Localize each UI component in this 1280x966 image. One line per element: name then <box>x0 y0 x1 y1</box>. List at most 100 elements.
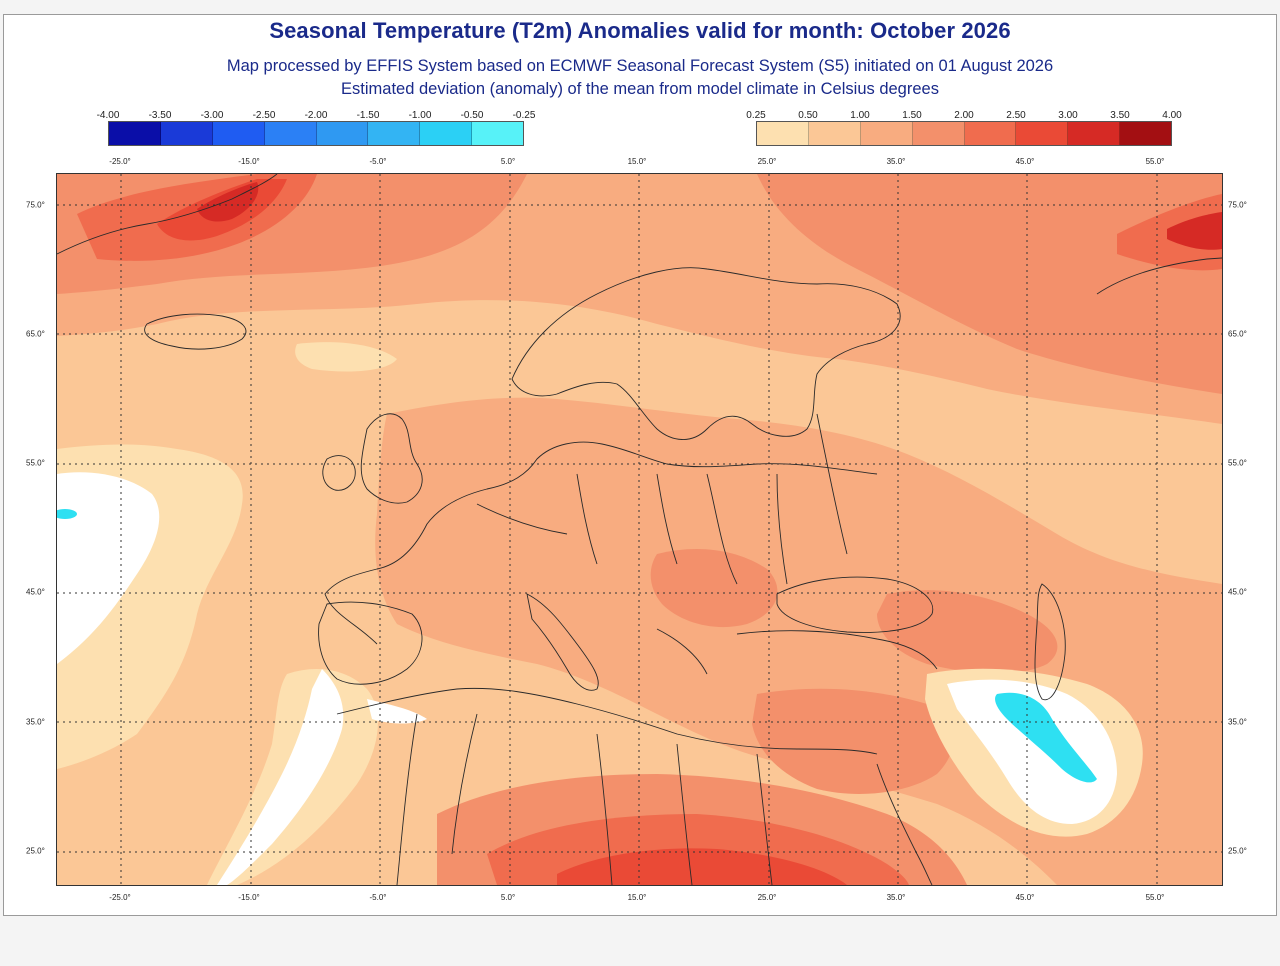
lon-bottom-label-1: -15.0° <box>238 893 260 902</box>
negative-legend-label-2: -3.00 <box>200 110 224 121</box>
country-borders <box>396 413 848 885</box>
lat-right-label-1: 65.0° <box>1228 329 1247 339</box>
lat-left-label-3: 45.0° <box>26 587 45 597</box>
negative-legend-swatch-6 <box>420 122 473 145</box>
positive-legend-label-3: 1.50 <box>902 110 922 121</box>
coastline-black-sea <box>776 576 934 633</box>
coastline-greenland <box>57 174 278 255</box>
positive-legend-swatch-4 <box>964 122 1017 145</box>
positive-legend-swatch-5 <box>1016 122 1069 145</box>
anomaly-zone-iran-neutral <box>947 679 1117 824</box>
coastline-arctic-russia <box>1096 257 1222 295</box>
anomaly-zone-sahara-250 <box>557 848 847 885</box>
lon-bottom-label-5: 25.0° <box>757 893 777 902</box>
lat-right-label-2: 55.0° <box>1228 458 1247 468</box>
positive-legend-labels: 0.25 0.50 1.00 1.50 2.00 2.50 3.00 3.50 4.00 <box>746 110 1181 122</box>
coastline-britain <box>360 413 423 504</box>
anomaly-zone-morocco-neutral-east <box>367 699 427 724</box>
lon-top-label-6: 35.0° <box>886 157 906 166</box>
positive-legend-swatch-7 <box>1120 122 1171 145</box>
positive-legend-label-5: 2.50 <box>1006 110 1026 121</box>
lon-bottom-label-0: -25.0° <box>109 893 131 902</box>
map-title: Seasonal Temperature (T2m) Anomalies val… <box>269 18 1011 43</box>
lat-left-label-4: 35.0° <box>26 717 45 727</box>
coastlines <box>57 174 1222 885</box>
coastline-greece-turkey <box>656 628 938 675</box>
anomaly-zone-levant <box>752 688 954 794</box>
positive-legend-label-2: 1.00 <box>850 110 870 121</box>
negative-legend-label-6: -1.00 <box>408 110 432 121</box>
anomaly-zone-caucasus <box>877 590 1058 674</box>
coastline-scandinavia <box>511 267 901 440</box>
lat-right-label-0: 75.0° <box>1228 200 1247 210</box>
anomaly-zone-morocco-neutral <box>217 669 344 885</box>
negative-legend-label-0: -4.00 <box>96 110 120 121</box>
coastline-italy <box>526 593 599 691</box>
screenshot-bottom-margin <box>0 918 1280 966</box>
lon-top-label-1: -15.0° <box>238 157 260 166</box>
anomaly-zone-balkans <box>650 549 778 628</box>
lon-top-label-8: 55.0° <box>1145 157 1165 166</box>
lon-top-label-0: -25.0° <box>109 157 131 166</box>
coastline-iceland <box>144 313 247 350</box>
lat-left-label-5: 25.0° <box>26 846 45 856</box>
negative-legend-swatch-0 <box>109 122 161 145</box>
negative-legend-colorbar <box>108 121 524 146</box>
anomaly-map <box>56 173 1223 886</box>
lon-bottom-label-6: 35.0° <box>886 893 906 902</box>
negative-legend-label-3: -2.50 <box>252 110 276 121</box>
anomaly-zone-caspian-east <box>1137 711 1222 804</box>
positive-legend-swatch-3 <box>912 122 965 145</box>
anomaly-zone-iceland-weak <box>295 342 397 372</box>
positive-legend-label-1: 0.50 <box>798 110 818 121</box>
positive-legend-label-8: 4.00 <box>1162 110 1182 121</box>
lon-bottom-label-8: 55.0° <box>1145 893 1165 902</box>
map-subtitle-source: Map processed by EFFIS System based on E… <box>226 57 1054 75</box>
positive-legend-label-4: 2.00 <box>954 110 974 121</box>
positive-legend-swatch-6 <box>1068 122 1121 145</box>
positive-legend-colorbar <box>756 121 1172 146</box>
coastline-continental-europe <box>324 441 878 645</box>
anomaly-zone-greenland-300 <box>197 182 259 222</box>
map-subtitle-units: Estimated deviation (anomaly) of the mea… <box>341 80 939 98</box>
negative-legend-swatch-5 <box>368 122 421 145</box>
negative-legend-labels: -4.00 -3.50 -3.00 -2.50 -2.00 -1.50 -1.00 -0.50… <box>97 110 536 122</box>
coastline-iberia <box>318 601 423 685</box>
negative-legend-label-8: -0.25 <box>512 110 536 121</box>
lat-right-label-4: 35.0° <box>1228 717 1247 727</box>
negative-legend-label-5: -1.50 <box>356 110 380 121</box>
anomaly-zone-iran-cold <box>995 692 1097 783</box>
longitude-labels-top: -25.0° -15.0° -5.0° 5.0° 15.0° 25.0° 35.0° 45.0… <box>0 157 1280 167</box>
longitude-labels-bottom: -25.0° -15.0° -5.0° 5.0° 15.0° 25.0° 35.0° 45.0… <box>0 893 1280 903</box>
negative-legend-swatch-1 <box>160 122 213 145</box>
anomaly-zone-atlantic-neutral <box>57 472 160 664</box>
lon-top-label-2: -5.0° <box>369 157 387 166</box>
negative-legend-swatch-2 <box>212 122 265 145</box>
negative-legend-swatch-4 <box>316 122 369 145</box>
positive-legend-label-0: 0.25 <box>746 110 766 121</box>
lon-top-label-5: 25.0° <box>757 157 777 166</box>
negative-legend-swatch-7 <box>472 122 523 145</box>
latitude-labels-left: 75.0° 65.0° 55.0° 45.0° 35.0° 25.0° <box>26 0 66 966</box>
anomaly-zone-svalbard-300 <box>1167 212 1222 250</box>
positive-legend-swatch-0 <box>757 122 809 145</box>
latitude-labels-right: 75.0° 65.0° 55.0° 45.0° 35.0° 25.0° <box>1228 0 1268 966</box>
lon-bottom-label-4: 15.0° <box>627 893 647 902</box>
positive-legend-swatch-1 <box>808 122 861 145</box>
negative-legend-label-1: -3.50 <box>148 110 172 121</box>
lon-bottom-label-3: 5.0° <box>500 893 516 902</box>
lat-right-label-5: 25.0° <box>1228 846 1247 856</box>
lon-top-label-7: 45.0° <box>1015 157 1035 166</box>
coastline-red-sea <box>876 763 933 885</box>
coastline-ireland <box>322 455 356 491</box>
lat-left-label-0: 75.0° <box>26 200 45 210</box>
lon-bottom-label-7: 45.0° <box>1015 893 1035 902</box>
positive-legend-swatch-2 <box>860 122 913 145</box>
coastline-north-africa <box>336 687 878 755</box>
coastline-caspian <box>1034 583 1066 701</box>
lat-left-label-1: 65.0° <box>26 329 45 339</box>
negative-legend-label-7: -0.50 <box>460 110 484 121</box>
negative-legend-swatch-3 <box>264 122 317 145</box>
lon-top-label-4: 15.0° <box>627 157 647 166</box>
lon-top-label-3: 5.0° <box>500 157 516 166</box>
